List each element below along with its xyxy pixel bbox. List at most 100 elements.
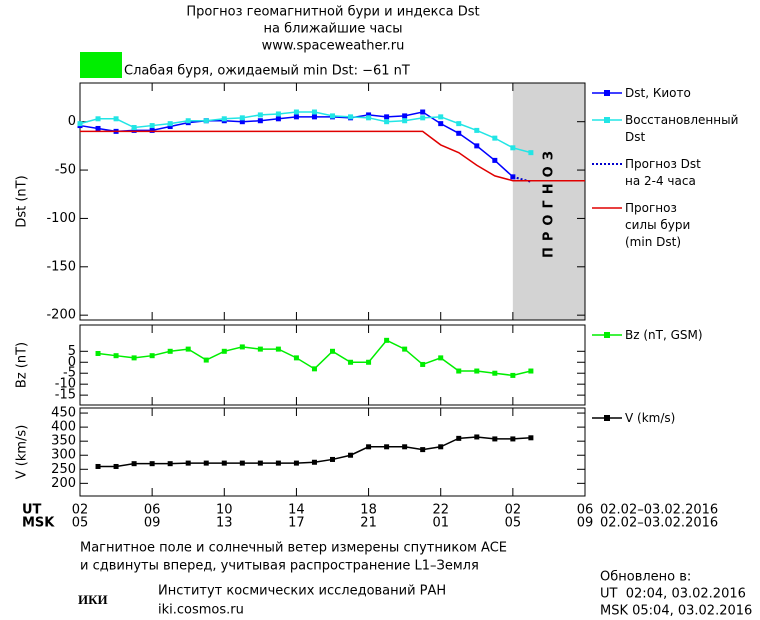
- data-point: [330, 113, 335, 119]
- data-point: [474, 127, 480, 133]
- y-tick-label: -15: [55, 388, 76, 403]
- x-range: 02.02–03.02.2016: [600, 503, 718, 518]
- x2-tick-label: 13: [216, 516, 233, 531]
- data-point: [149, 127, 155, 133]
- data-point: [438, 121, 444, 127]
- legend-label: V (km/s): [625, 411, 676, 425]
- updated-label: Обновлено в:: [600, 570, 691, 585]
- x-tick-label: 02: [72, 503, 89, 518]
- data-point: [185, 118, 191, 124]
- logo: ИКИ: [78, 592, 108, 607]
- data-point: [95, 116, 101, 122]
- data-point: [95, 350, 101, 356]
- legend-marker: [604, 117, 610, 123]
- data-point: [185, 346, 191, 352]
- x2-tick-label: 21: [360, 516, 377, 531]
- data-point: [131, 461, 137, 467]
- data-point: [384, 337, 390, 343]
- x-axis-label: UT: [22, 503, 42, 518]
- x2-tick-label: 09: [144, 516, 161, 531]
- forecast-region: [512, 83, 585, 320]
- data-point: [149, 353, 155, 359]
- title: Прогноз геомагнитной бури и индекса Dst: [186, 5, 479, 20]
- data-point: [330, 456, 335, 462]
- y-tick-label: 450: [51, 406, 76, 421]
- x2-tick-label: 17: [288, 516, 305, 531]
- x2-axis-label: MSK: [22, 516, 55, 531]
- series-line: [512, 175, 532, 183]
- data-point: [366, 359, 372, 365]
- y-axis-label: V (km/s): [15, 425, 30, 480]
- data-point: [311, 109, 317, 115]
- data-point: [203, 357, 209, 363]
- status-swatch: [80, 52, 122, 78]
- site: iki.cosmos.ru: [158, 603, 244, 618]
- series-line: [79, 111, 532, 154]
- y-tick-label: 0: [68, 355, 76, 370]
- footer-note: Магнитное поле и солнечный ветер измерен…: [80, 541, 507, 556]
- series-line: [80, 130, 585, 182]
- data-point: [366, 112, 372, 118]
- y-tick-label: 350: [51, 434, 76, 449]
- data-point: [348, 359, 354, 365]
- data-point: [402, 113, 408, 119]
- data-point: [293, 109, 299, 115]
- url: www.spaceweather.ru: [262, 39, 405, 54]
- data-point: [293, 114, 299, 120]
- y-tick-label: -100: [46, 211, 76, 226]
- legend-marker: [604, 415, 610, 421]
- title: на ближайшие часы: [263, 22, 402, 37]
- data-point: [528, 368, 534, 374]
- y-tick-label: 200: [51, 476, 76, 491]
- data-point: [257, 118, 263, 124]
- data-point: [131, 124, 137, 130]
- x2-tick-label: 05: [72, 516, 89, 531]
- data-point: [492, 157, 498, 163]
- data-point: [275, 460, 281, 466]
- y-tick-label: -200: [46, 308, 76, 323]
- data-point: [77, 121, 83, 127]
- data-point: [474, 368, 480, 374]
- data-point: [474, 434, 480, 440]
- data-point: [384, 119, 390, 125]
- legend-label: Восстановленный Dst: [625, 113, 739, 144]
- forecast-label: ПРОГНОЗ: [541, 145, 556, 258]
- data-point: [275, 116, 281, 122]
- data-point: [95, 125, 101, 131]
- y-tick-label: -150: [46, 259, 76, 274]
- y-axis-label: Dst (nT): [15, 175, 30, 227]
- data-point: [492, 370, 498, 376]
- data-point: [149, 461, 155, 467]
- data-point: [474, 143, 480, 149]
- data-point: [239, 344, 245, 350]
- data-point: [221, 116, 227, 122]
- data-point: [384, 114, 390, 120]
- data-point: [402, 444, 408, 450]
- y-tick-label: 0: [68, 114, 76, 129]
- legend-marker: [604, 90, 610, 96]
- data-point: [113, 116, 119, 122]
- data-point: [221, 348, 227, 354]
- legend-marker: [604, 332, 610, 338]
- data-point: [402, 346, 408, 352]
- y-tick-label: -10: [55, 377, 76, 392]
- plot-frame: [79, 407, 586, 497]
- data-point: [438, 355, 444, 361]
- data-point: [311, 366, 317, 372]
- data-point: [185, 460, 191, 466]
- x2-range: 02.02–03.02.2016: [600, 516, 718, 531]
- data-point: [438, 114, 444, 120]
- legend-label: Прогноз Dst на 2-4 часа: [625, 157, 701, 188]
- legend-label: Bz (nT, GSM): [625, 328, 703, 342]
- x-tick-label: 02: [505, 503, 522, 518]
- y-tick-label: -50: [55, 163, 76, 178]
- x2-tick-label: 05: [505, 516, 522, 531]
- y-tick-label: 5: [68, 344, 76, 359]
- data-point: [420, 115, 426, 121]
- data-point: [456, 130, 462, 136]
- data-point: [366, 115, 372, 121]
- data-point: [366, 444, 372, 450]
- data-point: [311, 114, 317, 120]
- data-point: [239, 115, 245, 121]
